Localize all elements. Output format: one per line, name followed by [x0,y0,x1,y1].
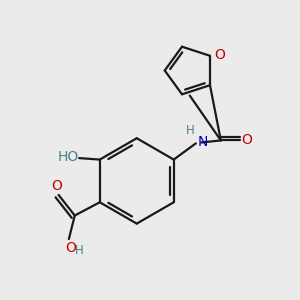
Text: O: O [214,48,225,62]
Text: O: O [242,134,252,147]
Text: N: N [197,136,208,149]
Text: HO: HO [57,150,79,164]
Text: H: H [75,244,84,257]
Text: H: H [186,124,195,137]
Text: O: O [65,242,76,255]
Text: O: O [52,178,62,193]
